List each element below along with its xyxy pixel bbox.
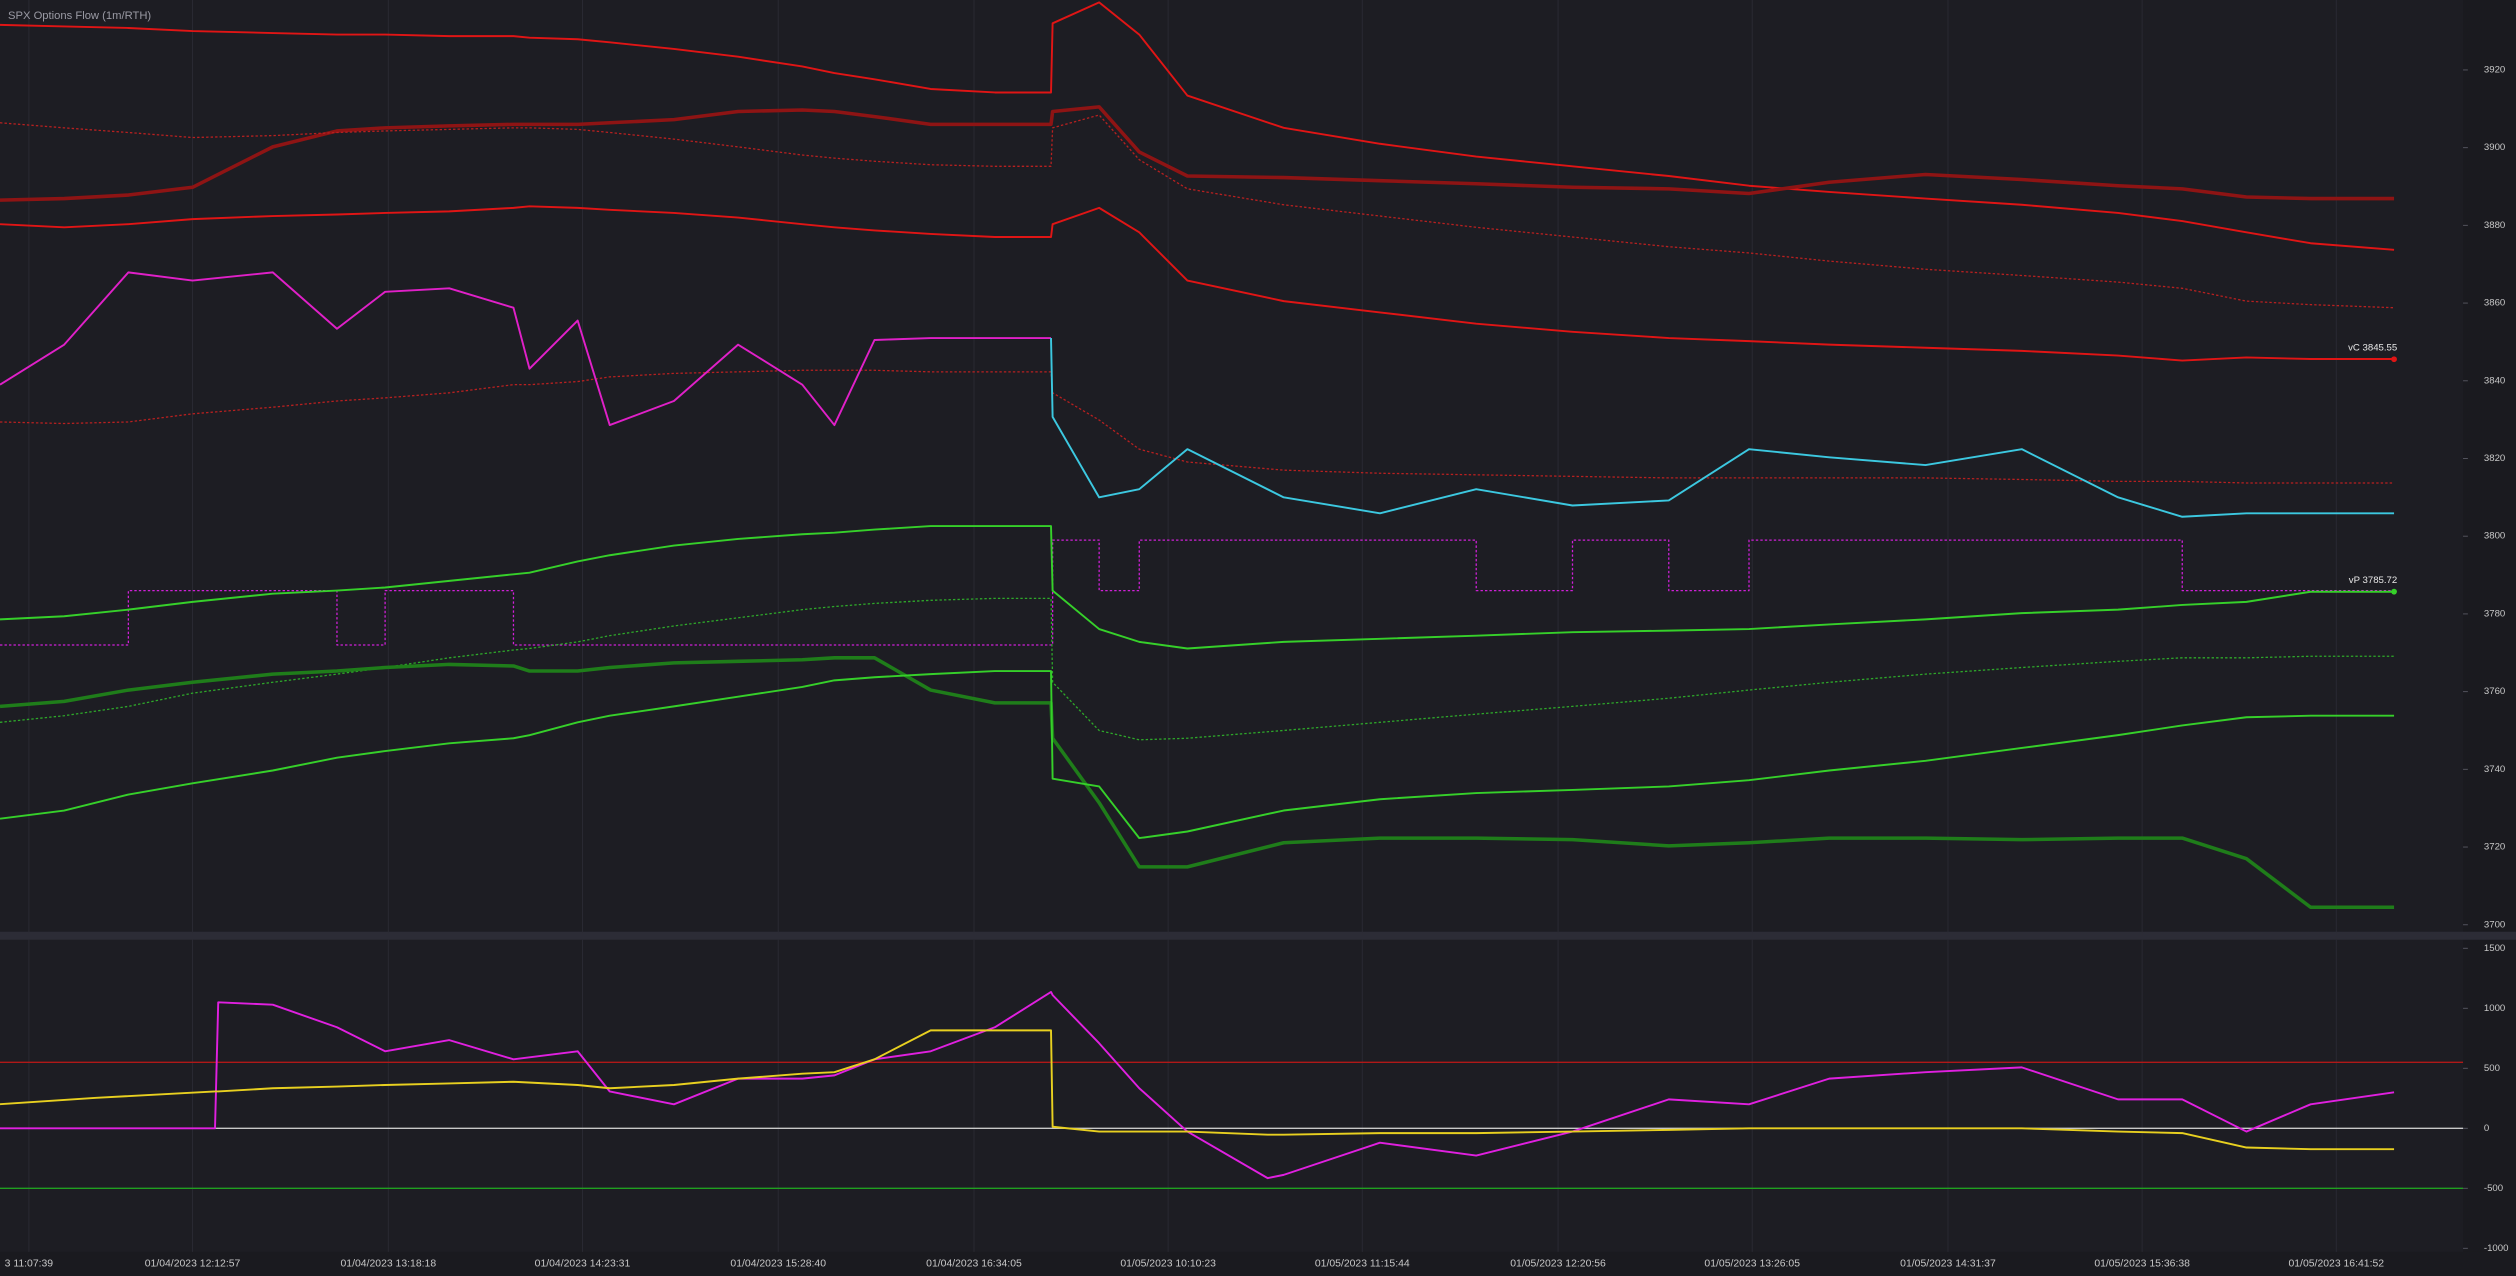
y-axis-strip xyxy=(2463,0,2516,1276)
series-line xyxy=(0,539,2395,646)
y-tick-label: 3860 xyxy=(2484,298,2505,309)
y-tick-label: 500 xyxy=(2484,1063,2500,1074)
series-line xyxy=(0,369,2395,484)
y-tick-label: 3800 xyxy=(2484,531,2505,542)
y-tick-label: 3900 xyxy=(2484,142,2505,153)
marks: vC 3845.55 vP 3785.72 xyxy=(0,1,2397,1180)
series-line xyxy=(0,105,2395,202)
annotation-dot xyxy=(2391,356,2397,363)
x-tick-label: 01/05/2023 13:26:05 xyxy=(1704,1259,1800,1270)
y-tick-label: 1000 xyxy=(2484,1003,2505,1014)
x-tick-label: 01/05/2023 16:41:52 xyxy=(2288,1259,2384,1270)
chart-title: SPX Options Flow (1m/RTH) xyxy=(8,10,151,22)
annotation-label: vC 3845.55 xyxy=(2348,343,2397,354)
y-tick-label: 3720 xyxy=(2484,842,2505,853)
series-line xyxy=(0,205,2395,362)
series-line xyxy=(0,670,2395,840)
x-axis-strip xyxy=(0,1251,2516,1276)
y-tick-label: 3760 xyxy=(2484,686,2505,697)
y-tick-label: 3700 xyxy=(2484,919,2505,930)
y-tick-label: -1000 xyxy=(2484,1243,2509,1254)
y-tick-label: 3840 xyxy=(2484,375,2505,386)
y-tick-label: 3820 xyxy=(2484,453,2505,464)
x-tick-label: 01/04/2023 15:28:40 xyxy=(730,1259,826,1270)
x-tick-label: 01/04/2023 14:23:31 xyxy=(535,1259,631,1270)
annotation-label: vP 3785.72 xyxy=(2349,575,2397,586)
y-tick-label: 0 xyxy=(2484,1123,2489,1134)
series-line xyxy=(1050,338,2395,518)
x-tick-label: 01/05/2023 11:15:44 xyxy=(1315,1259,1410,1270)
y-tick-label: 1500 xyxy=(2484,943,2505,954)
pane-separator xyxy=(0,931,2516,940)
series-line xyxy=(0,114,2395,309)
x-tick-label: 01/04/2023 16:34:05 xyxy=(926,1259,1022,1270)
series-line xyxy=(0,271,1052,427)
series-line xyxy=(0,1,2395,251)
series-line xyxy=(0,1029,2395,1151)
y-tick-label: 3740 xyxy=(2484,764,2505,775)
series-line xyxy=(0,525,2395,650)
x-tick-label: 01/05/2023 10:10:23 xyxy=(1120,1259,1216,1270)
annotation-dot xyxy=(2391,588,2397,595)
series-line xyxy=(0,656,2395,910)
y-tick-label: -500 xyxy=(2484,1183,2503,1194)
x-tick-label: 01/04/2023 13:18:18 xyxy=(341,1259,437,1270)
y-tick-label: 3780 xyxy=(2484,608,2505,619)
x-tick-label: 01/05/2023 12:20:56 xyxy=(1510,1259,1606,1270)
series-line xyxy=(0,991,2395,1180)
y-tick-label: 3920 xyxy=(2484,64,2505,75)
x-tick-label: 01/05/2023 14:31:37 xyxy=(1900,1259,1996,1270)
y-tick-label: 3880 xyxy=(2484,220,2505,231)
x-tick-label: 01/05/2023 15:36:38 xyxy=(2094,1259,2190,1270)
x-tick-label: 01/04/2023 12:12:57 xyxy=(145,1259,241,1270)
x-tick-label: 3 11:07:39 xyxy=(5,1259,54,1270)
